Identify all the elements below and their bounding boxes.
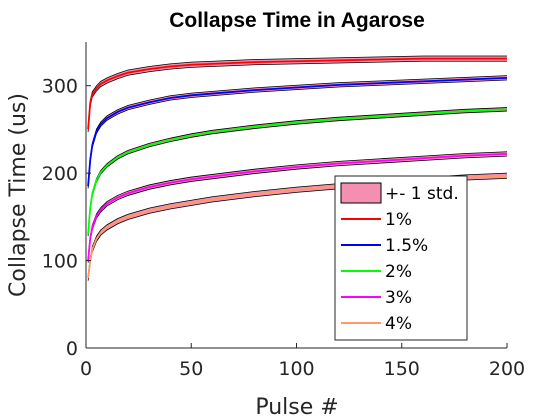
x-tick-label: 150 xyxy=(384,358,420,380)
std-lower-edge-0 xyxy=(87,60,507,133)
legend: +- 1 std. 1% 1.5% 2% 3% 4% xyxy=(334,175,468,341)
legend-label-3: 3% xyxy=(385,288,412,308)
x-tick-label: 50 xyxy=(179,358,203,380)
std-upper-edge-3 xyxy=(87,151,508,259)
series-line-2 xyxy=(87,108,508,235)
series-line-0 xyxy=(87,57,507,130)
y-tick-label: 300 xyxy=(42,76,78,98)
std-lower-edge-1 xyxy=(87,79,508,189)
std-upper-edge-0 xyxy=(87,55,507,127)
x-tick-label: 100 xyxy=(278,358,314,380)
std-upper-edge-1 xyxy=(87,75,508,185)
x-axis-label: Pulse # xyxy=(255,395,338,420)
y-axis-label: Collapse Time (us) xyxy=(6,93,31,297)
legend-label-4: 4% xyxy=(385,314,412,334)
legend-std-label: +- 1 std. xyxy=(385,184,459,204)
y-tick-label: 200 xyxy=(42,163,78,185)
x-tick-label: 200 xyxy=(489,358,525,380)
x-tick-label: 0 xyxy=(80,358,92,380)
legend-label-1: 1.5% xyxy=(385,236,428,256)
chart-title: Collapse Time in Agarose xyxy=(169,9,425,32)
legend-label-0: 1% xyxy=(385,210,412,230)
legend-std-swatch xyxy=(340,182,382,204)
std-band-1 xyxy=(88,75,507,189)
series-line-3 xyxy=(87,153,508,261)
axes: 0 50 100 150 200 0 100 200 300 xyxy=(42,42,525,380)
y-tick-label: 100 xyxy=(42,251,78,273)
legend-label-2: 2% xyxy=(385,262,412,282)
y-tick-label: 0 xyxy=(66,338,78,360)
series-line-1 xyxy=(87,76,508,187)
